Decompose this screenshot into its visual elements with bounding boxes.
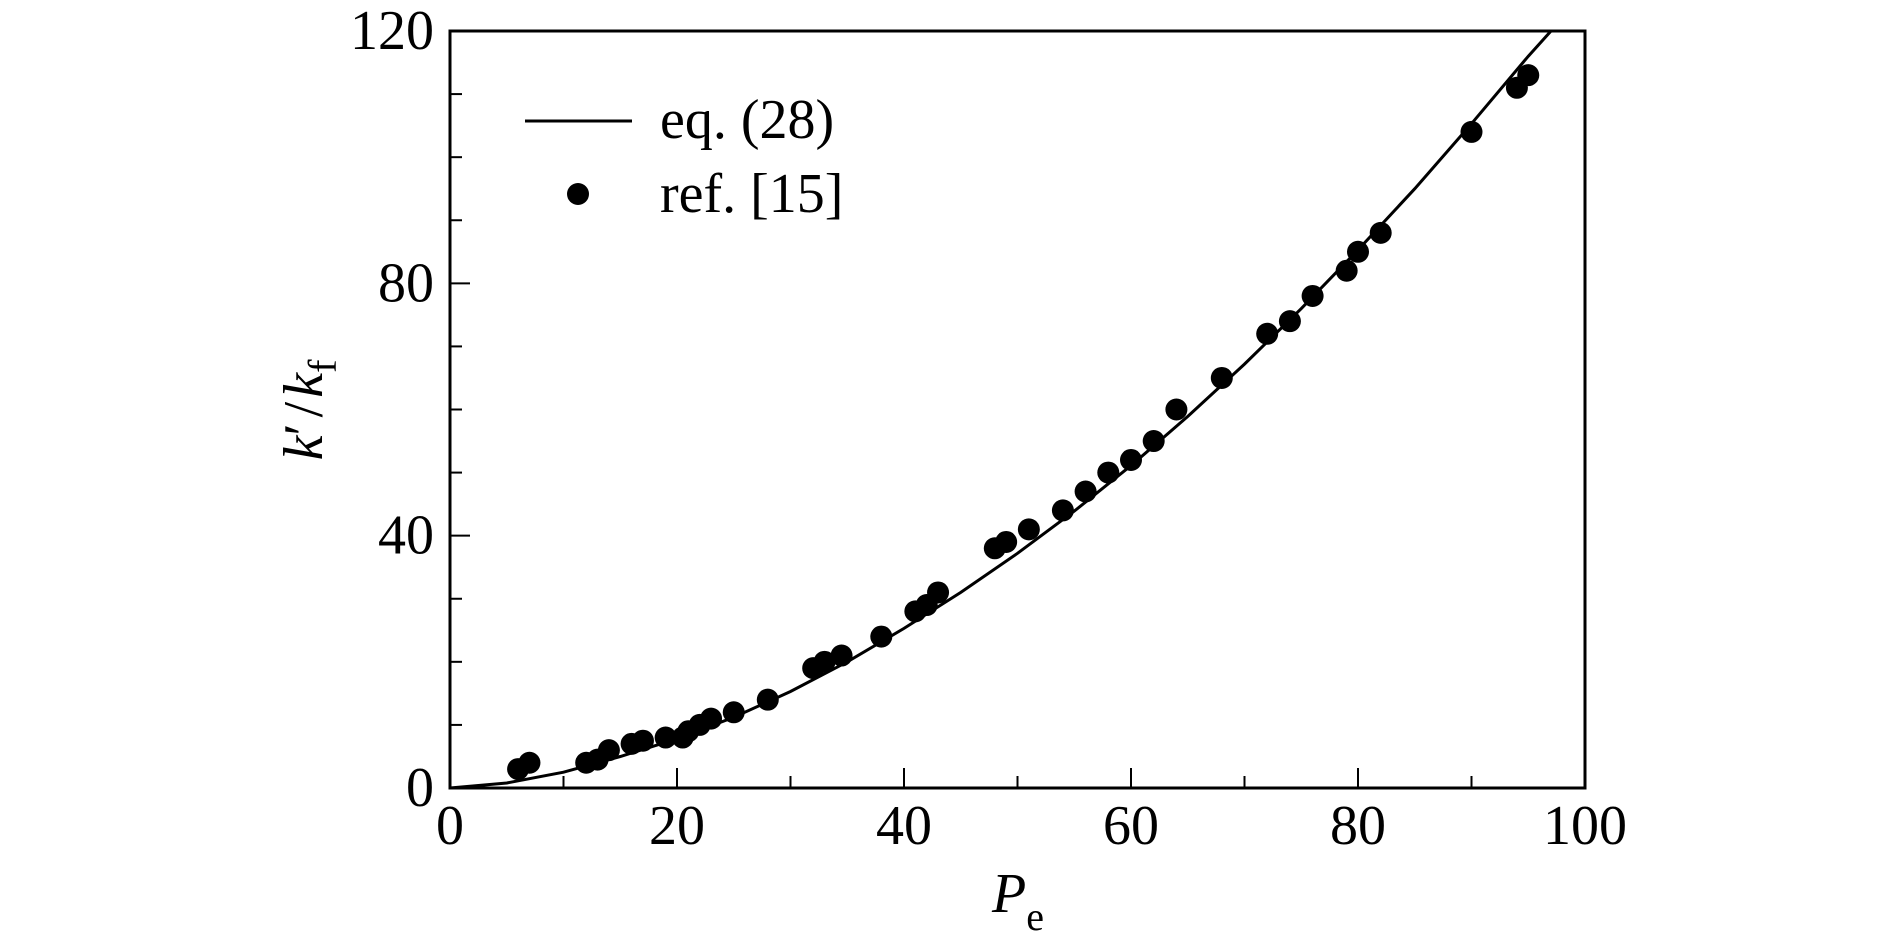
legend-marker-swatch bbox=[567, 183, 589, 205]
data-point-ref-15 bbox=[1460, 120, 1483, 143]
data-point-ref-15 bbox=[1335, 259, 1358, 282]
data-point-ref-15 bbox=[700, 707, 723, 730]
data-point-ref-15 bbox=[1074, 480, 1097, 503]
tick-labels: 0 20 40 60 80 100 0 40 80 120 bbox=[350, 0, 1627, 857]
data-point-ref-15 bbox=[631, 729, 654, 752]
legend-label-line: eq. (28) bbox=[660, 89, 834, 151]
y-axis-title-sub: f bbox=[300, 359, 345, 373]
y-axis-title: k′/kf bbox=[273, 359, 345, 461]
data-point-ref-15 bbox=[1210, 366, 1233, 389]
data-point-ref-15 bbox=[1369, 221, 1392, 244]
data-point-ref-15 bbox=[1301, 284, 1324, 307]
data-point-ref-15 bbox=[756, 688, 779, 711]
y-axis-title-k2: k bbox=[273, 372, 335, 398]
x-tick-label: 20 bbox=[649, 795, 705, 857]
data-point-ref-15 bbox=[1017, 518, 1040, 541]
data-point-ref-15 bbox=[1517, 64, 1540, 87]
data-point-ref-15 bbox=[1142, 430, 1165, 453]
data-point-ref-15 bbox=[1097, 461, 1120, 484]
y-axis-title-k: k bbox=[273, 434, 335, 460]
x-axis-title-main: P bbox=[991, 863, 1026, 925]
x-axis-title: Pe bbox=[991, 863, 1044, 939]
data-point-ref-15 bbox=[1120, 448, 1142, 471]
series-line-eq-28 bbox=[449, 29, 1553, 790]
y-tick-label: 120 bbox=[350, 0, 434, 62]
data-point-ref-15 bbox=[1278, 310, 1301, 333]
y-axis-title-slash: / bbox=[273, 401, 335, 417]
y-tick-label: 80 bbox=[378, 252, 434, 314]
data-point-ref-15 bbox=[518, 751, 541, 774]
x-tick-label: 60 bbox=[1103, 795, 1159, 857]
x-axis-title-sub: e bbox=[1026, 894, 1044, 939]
data-point-ref-15 bbox=[722, 701, 745, 724]
y-axis-title-prime: ′ bbox=[273, 423, 335, 435]
axis-ticks bbox=[449, 30, 1586, 789]
legend-label-scatter: ref. [15] bbox=[660, 163, 843, 225]
data-point-ref-15 bbox=[813, 650, 836, 673]
data-point-ref-15 bbox=[1051, 499, 1074, 522]
data-point-ref-15 bbox=[597, 739, 620, 762]
legend: eq. (28) ref. [15] bbox=[525, 89, 843, 225]
y-tick-label: 40 bbox=[378, 505, 434, 567]
data-point-ref-15 bbox=[1256, 322, 1279, 345]
data-point-ref-15 bbox=[654, 726, 677, 749]
data-point-ref-15 bbox=[870, 625, 893, 648]
plot-frame bbox=[448, 29, 1587, 790]
data-point-ref-15 bbox=[830, 644, 853, 667]
data-point-ref-15 bbox=[1165, 398, 1188, 421]
x-tick-label: 0 bbox=[436, 795, 464, 857]
data-series bbox=[449, 29, 1553, 790]
x-tick-label: 100 bbox=[1543, 795, 1627, 857]
data-point-ref-15 bbox=[995, 530, 1018, 553]
data-point-ref-15 bbox=[927, 581, 950, 604]
x-tick-label: 80 bbox=[1330, 795, 1386, 857]
y-tick-label: 0 bbox=[406, 757, 434, 819]
x-tick-label: 40 bbox=[876, 795, 932, 857]
data-point-ref-15 bbox=[1347, 240, 1369, 263]
